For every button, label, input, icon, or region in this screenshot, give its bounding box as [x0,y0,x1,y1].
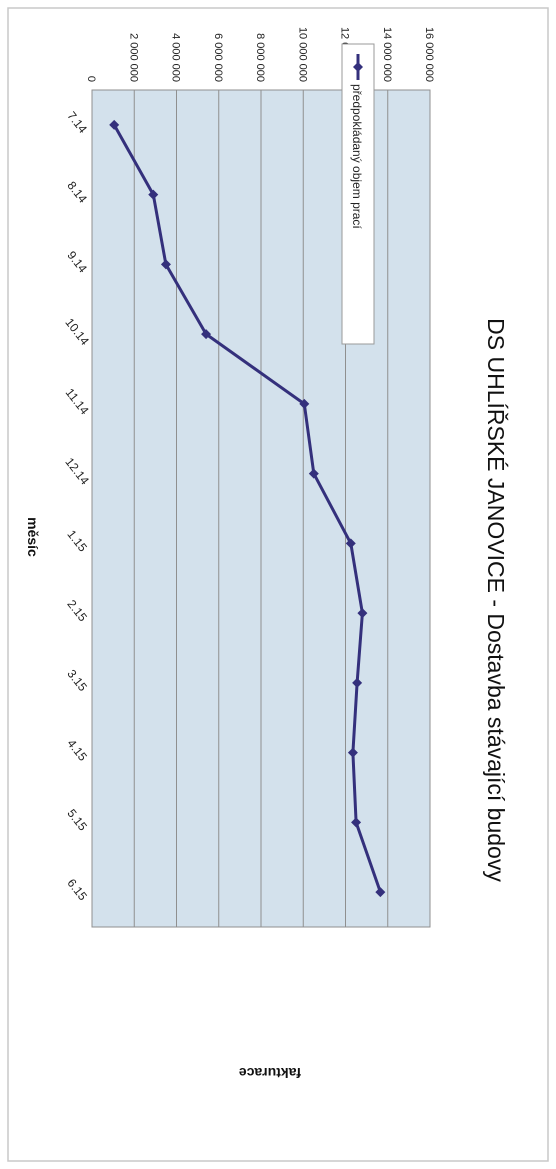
data-point [201,329,212,340]
data-point [299,398,310,409]
y-tick-label: 2 000 000 [127,33,139,82]
data-point [347,747,358,758]
chart-title: DS UHLÍŘSKÉ JANOVICE - Dostavba stávajíc… [483,318,509,882]
data-point [351,817,362,828]
data-point [345,538,356,549]
legend-box [341,43,375,345]
y-tick-label: 4 000 000 [170,33,182,82]
data-point [148,189,159,200]
x-axis-label: měsíc [25,517,41,557]
data-point [160,259,171,270]
y-tick-label: 16 000 000 [423,27,435,82]
data-points [109,119,386,898]
data-point [352,677,363,688]
data-point [375,887,386,898]
legend-marker [353,62,363,72]
data-point [357,608,368,619]
y-tick-label: 6 000 000 [212,33,224,82]
y-tick-label: 10 000 000 [296,27,308,82]
data-point [109,119,120,130]
rotated-chart-group: 0 2 000 000 4 000 000 6 000 000 8 000 000 10 … [25,27,509,928]
legend: předpokládaný objem prací [341,43,375,345]
y-axis-label: fakturace [239,1065,301,1081]
y-tick-label: 0 [85,76,97,82]
legend-label: předpokládaný objem prací [350,84,364,229]
y-tick-label: 14 000 000 [381,27,393,82]
y-tick-labels: 0 2 000 000 4 000 000 6 000 000 8 000 000 10 … [85,27,435,82]
data-point [308,468,319,479]
series-line [112,124,382,893]
y-tick-label: 8 000 000 [254,33,266,82]
